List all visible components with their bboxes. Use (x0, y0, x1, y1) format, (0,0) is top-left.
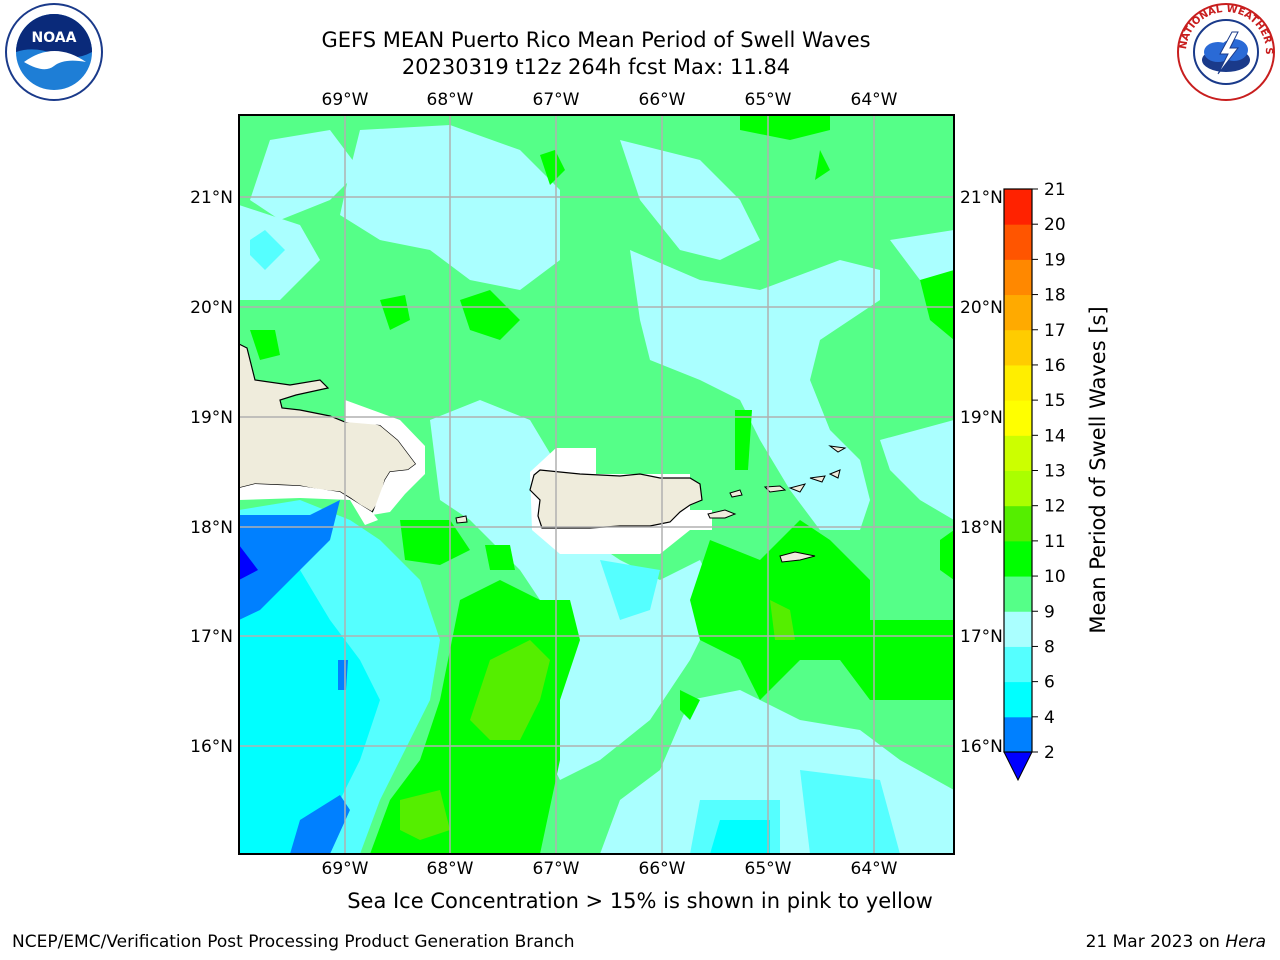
colorbar-tick-label: 9 (1044, 602, 1055, 622)
lon-label-top: 67°W (533, 90, 580, 110)
lat-label-right: 19°N (960, 408, 1003, 428)
colorbar-segment (1004, 435, 1032, 471)
colorbar-tick-label: 10 (1044, 567, 1066, 587)
lat-label-right: 20°N (960, 298, 1003, 318)
colorbar-segment (1004, 224, 1032, 260)
colorbar-segment (1004, 189, 1032, 225)
lat-label-left: 16°N (190, 737, 233, 757)
colorbar-tick-label: 8 (1044, 637, 1055, 657)
lat-label-left: 21°N (190, 188, 233, 208)
lon-label-top: 65°W (745, 90, 792, 110)
colorbar-tick-label: 14 (1044, 426, 1066, 446)
lon-label-bottom: 65°W (745, 859, 792, 879)
colorbar-segment (1004, 716, 1032, 753)
noaa-logo: NOAA (5, 3, 103, 101)
sea-ice-note: Sea Ice Concentration > 15% is shown in … (347, 889, 933, 913)
lon-label-top: 64°W (851, 90, 898, 110)
lat-label-right: 16°N (960, 737, 1003, 757)
colorbar-segment (1004, 329, 1032, 366)
colorbar-tick-label: 2 (1044, 743, 1055, 763)
colorbar-tick-label: 6 (1044, 673, 1055, 693)
lon-label-bottom: 64°W (851, 859, 898, 879)
colorbar-tick-label: 13 (1044, 462, 1066, 482)
colorbar-tick-label: 20 (1044, 215, 1066, 235)
colorbar-segment (1004, 540, 1032, 577)
lat-label-left: 20°N (190, 298, 233, 318)
footer-machine: Hera (1225, 932, 1266, 952)
colorbar-segment (1004, 400, 1032, 436)
chart-title: GEFS MEAN Puerto Rico Mean Period of Swe… (321, 28, 871, 52)
colorbar-label: Mean Period of Swell Waves [s] (1086, 306, 1110, 634)
colorbar-segment (1004, 505, 1032, 542)
colorbar-tick-label: 15 (1044, 391, 1066, 411)
colorbar-segment (1004, 470, 1032, 507)
colorbar-segment (1004, 294, 1032, 331)
lat-label-right: 18°N (960, 518, 1003, 538)
noaa-logo-text: NOAA (32, 30, 77, 46)
footer-date-text: 21 Mar 2023 on (1085, 932, 1226, 952)
lon-label-bottom: 68°W (427, 859, 474, 879)
colorbar-tick-label: 12 (1044, 497, 1066, 517)
colorbar-tick-label: 17 (1044, 321, 1066, 341)
contour-field (239, 115, 954, 854)
colorbar-extend-triangle (1003, 751, 1033, 782)
nws-logo: NATIONAL WEATHER SERVICE (1176, 2, 1275, 101)
lat-label-right: 21°N (960, 188, 1003, 208)
colorbar-tick-label: 4 (1044, 708, 1055, 728)
colorbar-segment (1004, 576, 1032, 612)
lon-label-bottom: 67°W (533, 859, 580, 879)
chart-subtitle: 20230319 t12z 264h fcst Max: 11.84 (401, 55, 791, 79)
colorbar-segment (1004, 681, 1032, 718)
colorbar: 2 4 6 8 9 10 11 12 13 14 15 16 17 18 19 20 21 (1003, 180, 1066, 782)
graticule (239, 115, 954, 854)
colorbar-tick-label: 11 (1044, 532, 1066, 552)
colorbar-tick-label: 16 (1044, 356, 1066, 376)
lat-label-left: 17°N (190, 627, 233, 647)
colorbar-segment (1004, 611, 1032, 647)
lat-label-right: 17°N (960, 627, 1003, 647)
footer-date: 21 Mar 2023 on Hera (1086, 932, 1266, 952)
lon-label-bottom: 69°W (322, 859, 369, 879)
lat-label-left: 19°N (190, 408, 233, 428)
lat-label-left: 18°N (190, 518, 233, 538)
colorbar-segment (1004, 364, 1032, 401)
lon-label-top: 68°W (427, 90, 474, 110)
footer-credit: NCEP/EMC/Verification Post Processing Pr… (12, 932, 575, 952)
lon-label-top: 69°W (322, 90, 369, 110)
puerto-rico-landmass (529, 469, 703, 529)
lon-label-top: 66°W (639, 90, 686, 110)
map-frame (238, 114, 955, 855)
lon-label-bottom: 66°W (639, 859, 686, 879)
colorbar-tick-label: 18 (1044, 286, 1066, 306)
colorbar-tick-label: 19 (1044, 250, 1066, 270)
colorbar-tick-label: 21 (1044, 180, 1066, 200)
colorbar-segment (1004, 259, 1032, 296)
colorbar-segment (1004, 646, 1032, 683)
